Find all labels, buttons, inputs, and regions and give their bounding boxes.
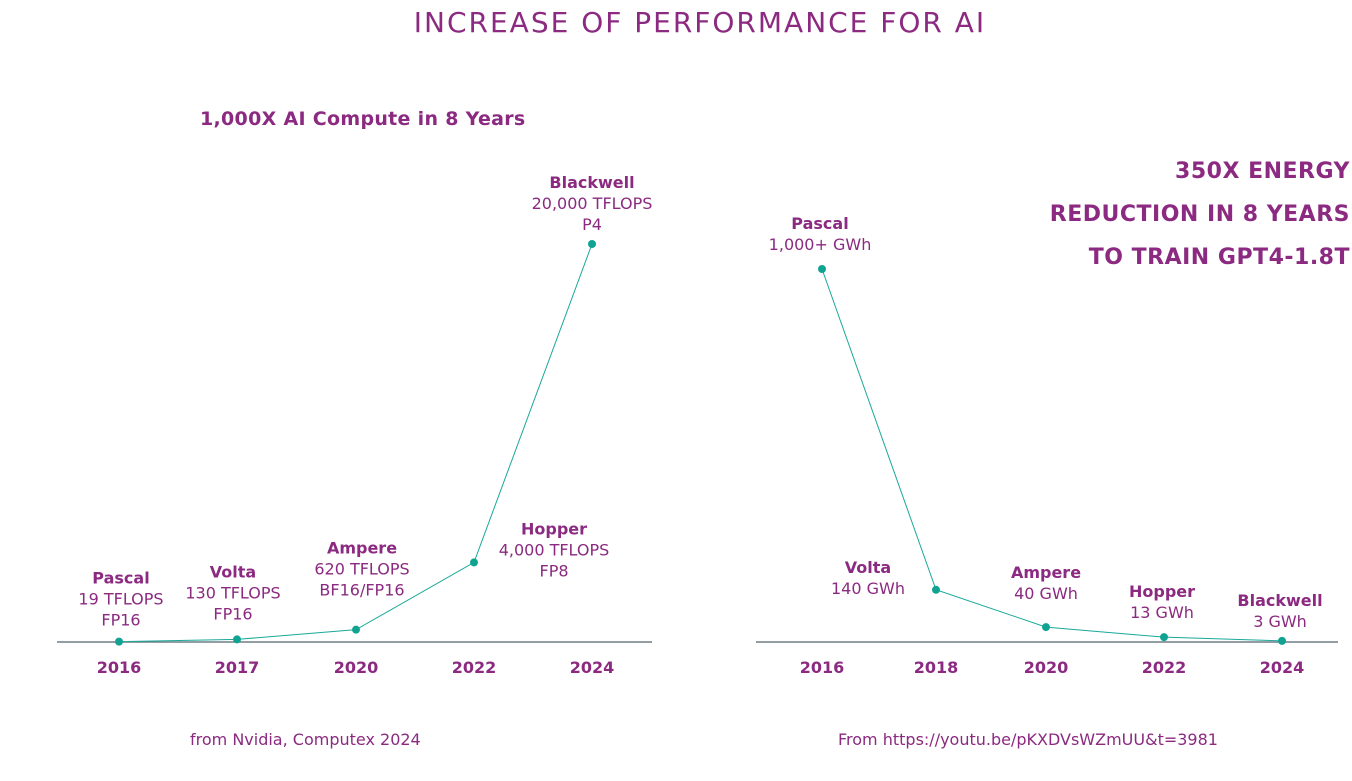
energy-data-point [932,585,940,594]
compute-tick-label: 2017 [215,658,260,677]
energy-tick-label: 2016 [800,658,845,677]
energy-tick-label: 2024 [1260,658,1305,677]
compute-data-label: Hopper 4,000 TFLOPS FP8 [499,519,610,580]
energy-title-line-3: TO TRAIN GPT4-1.8T [1088,245,1350,270]
energy-tick-label: 2018 [914,658,959,677]
compute-chart-title: 1,000X AI Compute in 8 Years [200,108,526,130]
source-left: from Nvidia, Computex 2024 [190,730,421,749]
energy-data-label: Volta 140 GWh [831,558,905,598]
compute-data-label: Ampere 620 TFLOPS BF16/FP16 [314,539,409,600]
compute-data-point [470,558,478,567]
source-right: From https://youtu.be/pKXDVsWZmUU&t=3981 [838,730,1218,749]
compute-data-label: Pascal 19 TFLOPS FP16 [78,569,163,630]
energy-tick-label: 2022 [1142,658,1187,677]
energy-data-point [1042,623,1050,632]
energy-data-point [818,265,826,273]
energy-chart: 2016 2018 2020 2022 2024 Pascal 1,000+ GWh Volt… [756,214,1338,677]
compute-data-label: Blackwell 20,000 TFLOPS P4 [532,173,653,234]
compute-data-label: Volta 130 TFLOPS FP16 [185,562,280,623]
energy-data-point [1160,633,1168,642]
energy-title-line-2: REDUCTION IN 8 YEARS [1049,202,1350,227]
energy-data-label: Ampere 40 GWh [1011,563,1081,603]
compute-data-point [588,240,596,248]
compute-data-point [115,637,123,646]
compute-chart: 2016 2017 2020 2022 2024 Pascal 19 TFLOPS FP16 V… [57,173,652,677]
compute-tick-label: 2016 [97,658,142,677]
energy-title-line-1: 350X ENERGY [1175,159,1350,184]
compute-data-point [352,625,360,634]
energy-data-label: Hopper 13 GWh [1129,582,1195,622]
page-title: INCREASE OF PERFORMANCE FOR AI [413,6,987,39]
energy-chart-title: 350X ENERGY REDUCTION IN 8 YEARS TO TRAI… [1050,150,1350,279]
energy-tick-label: 2020 [1024,658,1069,677]
compute-data-point [233,635,241,644]
energy-data-label: Blackwell 3 GWh [1237,591,1322,631]
energy-data-point [1278,636,1286,645]
compute-tick-label: 2022 [452,658,497,677]
compute-tick-label: 2020 [334,658,379,677]
compute-tick-label: 2024 [570,658,615,677]
energy-data-label: Pascal 1,000+ GWh [769,214,872,254]
